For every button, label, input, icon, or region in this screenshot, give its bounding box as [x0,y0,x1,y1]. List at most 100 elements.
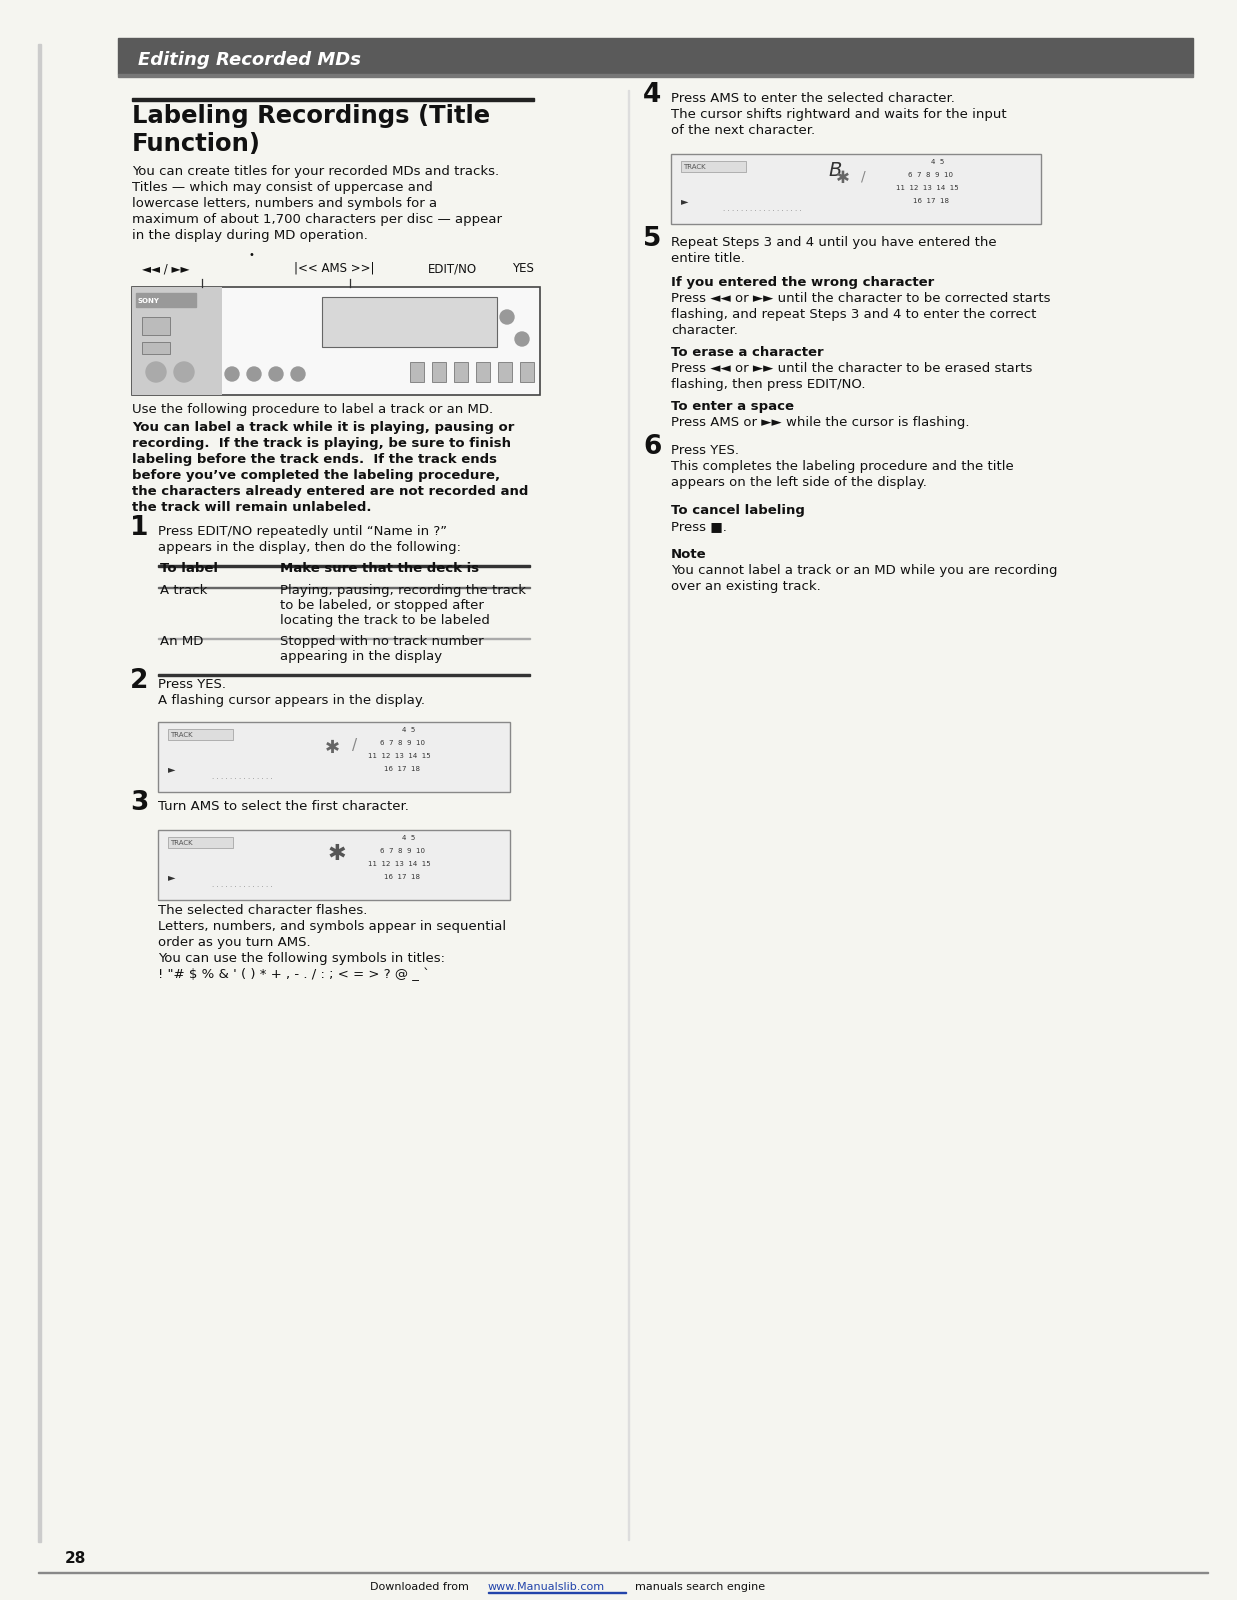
Text: to be labeled, or stopped after: to be labeled, or stopped after [280,598,484,611]
Text: 6  7  8  9  10: 6 7 8 9 10 [908,171,952,178]
Text: Note: Note [670,547,706,562]
Text: Press ◄◄ or ►► until the character to be erased starts: Press ◄◄ or ►► until the character to be… [670,362,1033,374]
Text: flashing, then press EDIT/NO.: flashing, then press EDIT/NO. [670,378,866,390]
Text: ✱: ✱ [324,739,340,757]
Circle shape [146,362,166,382]
Text: over an existing track.: over an existing track. [670,579,821,594]
Text: A flashing cursor appears in the display.: A flashing cursor appears in the display… [158,694,426,707]
Text: Letters, numbers, and symbols appear in sequential: Letters, numbers, and symbols appear in … [158,920,506,933]
Text: . . . . . . . . . . . . . . . . . .: . . . . . . . . . . . . . . . . . . [722,206,802,211]
Text: maximum of about 1,700 characters per disc — appear: maximum of about 1,700 characters per di… [132,213,502,226]
Text: ✱: ✱ [836,170,850,187]
Bar [322,298,497,347]
Text: 3: 3 [130,790,148,816]
Text: Press AMS to enter the selected character.: Press AMS to enter the selected characte… [670,91,955,106]
Bar [132,98,534,101]
Text: 6  7  8  9  10: 6 7 8 9 10 [380,739,426,746]
Bar [520,362,534,382]
Text: in the display during MD operation.: in the display during MD operation. [132,229,367,242]
Text: flashing, and repeat Steps 3 and 4 to enter the correct: flashing, and repeat Steps 3 and 4 to en… [670,307,1037,322]
Text: Downloaded from: Downloaded from [370,1582,473,1592]
Bar [158,565,529,566]
Bar [158,830,510,899]
Text: To cancel labeling: To cancel labeling [670,504,805,517]
Text: entire title.: entire title. [670,251,745,266]
Text: ✱: ✱ [328,845,346,864]
Text: YES: YES [512,262,534,275]
Text: 6: 6 [643,434,662,461]
Text: This completes the labeling procedure and the title: This completes the labeling procedure an… [670,461,1014,474]
Text: Stopped with no track number: Stopped with no track number [280,635,484,648]
Bar [142,317,169,334]
Bar [118,74,1192,77]
Text: ►: ► [168,765,176,774]
Bar [499,362,512,382]
Text: TRACK: TRACK [169,733,193,738]
Bar [158,674,529,675]
Text: Playing, pausing, recording the track: Playing, pausing, recording the track [280,584,526,597]
Text: Press AMS or ►► while the cursor is flashing.: Press AMS or ►► while the cursor is flas… [670,416,970,429]
Text: To erase a character: To erase a character [670,346,824,358]
Bar [132,286,541,395]
Bar [682,162,746,171]
Text: To label: To label [160,562,218,574]
Text: You can use the following symbols in titles:: You can use the following symbols in tit… [158,952,445,965]
Text: order as you turn AMS.: order as you turn AMS. [158,936,310,949]
Text: 11  12  13  14  15: 11 12 13 14 15 [367,861,430,867]
Text: SONY: SONY [139,298,160,304]
Bar [158,722,510,792]
Text: Press ■.: Press ■. [670,520,727,533]
Text: 1: 1 [130,515,148,541]
Text: 11  12  13  14  15: 11 12 13 14 15 [896,186,959,190]
Text: If you entered the wrong character: If you entered the wrong character [670,275,934,290]
Text: the characters already entered are not recorded and: the characters already entered are not r… [132,485,528,498]
Text: ! "# $ % & ' ( ) * + , - . / : ; < = > ? @ _ `: ! "# $ % & ' ( ) * + , - . / : ; < = > ?… [158,968,429,981]
Text: To enter a space: To enter a space [670,400,794,413]
Text: 5: 5 [643,226,662,251]
Text: before you’ve completed the labeling procedure,: before you’ve completed the labeling pro… [132,469,500,482]
Text: /: / [861,170,866,182]
Text: |<< AMS >>|: |<< AMS >>| [294,262,375,275]
Text: B: B [828,162,841,179]
Bar [136,293,195,307]
Text: Function): Function) [132,133,261,157]
Text: Press YES.: Press YES. [670,443,738,458]
Text: labeling before the track ends.  If the track ends: labeling before the track ends. If the t… [132,453,497,466]
Text: You cannot label a track or an MD while you are recording: You cannot label a track or an MD while … [670,565,1058,578]
Bar [168,837,233,848]
Bar [132,286,221,395]
Bar [476,362,490,382]
Text: •: • [247,250,254,259]
Text: Labeling Recordings (Title: Labeling Recordings (Title [132,104,490,128]
Bar [168,730,233,739]
Text: The selected character flashes.: The selected character flashes. [158,904,367,917]
Bar [142,342,169,354]
Text: You can create titles for your recorded MDs and tracks.: You can create titles for your recorded … [132,165,499,178]
Bar [432,362,447,382]
Circle shape [500,310,515,323]
Text: 16  17  18: 16 17 18 [383,766,421,773]
Text: character.: character. [670,323,738,338]
Text: 11  12  13  14  15: 11 12 13 14 15 [367,754,430,758]
Text: 16  17  18: 16 17 18 [913,198,949,203]
Text: manuals search engine: manuals search engine [628,1582,766,1592]
Bar [670,154,1042,224]
Circle shape [247,366,261,381]
Text: A track: A track [160,584,208,597]
Text: appears in the display, then do the following:: appears in the display, then do the foll… [158,541,461,554]
Text: Use the following procedure to label a track or an MD.: Use the following procedure to label a t… [132,403,494,416]
Circle shape [225,366,239,381]
Text: . . . . . . . . . . . . . .: . . . . . . . . . . . . . . [212,774,272,781]
Text: Press EDIT/NO repeatedly until “Name in ?”: Press EDIT/NO repeatedly until “Name in … [158,525,447,538]
Text: ◄◄ / ►►: ◄◄ / ►► [142,262,189,275]
Circle shape [174,362,194,382]
Text: Repeat Steps 3 and 4 until you have entered the: Repeat Steps 3 and 4 until you have ente… [670,235,997,250]
Text: www.Manualslib.com: www.Manualslib.com [489,1582,605,1592]
Text: . . . . . . . . . . . . . .: . . . . . . . . . . . . . . [212,882,272,888]
Text: TRACK: TRACK [169,840,193,846]
Text: of the next character.: of the next character. [670,125,815,138]
Text: 16  17  18: 16 17 18 [383,874,421,880]
Text: 4  5: 4 5 [402,726,416,733]
Text: 4  5: 4 5 [931,158,944,165]
Text: You can label a track while it is playing, pausing or: You can label a track while it is playin… [132,421,515,434]
